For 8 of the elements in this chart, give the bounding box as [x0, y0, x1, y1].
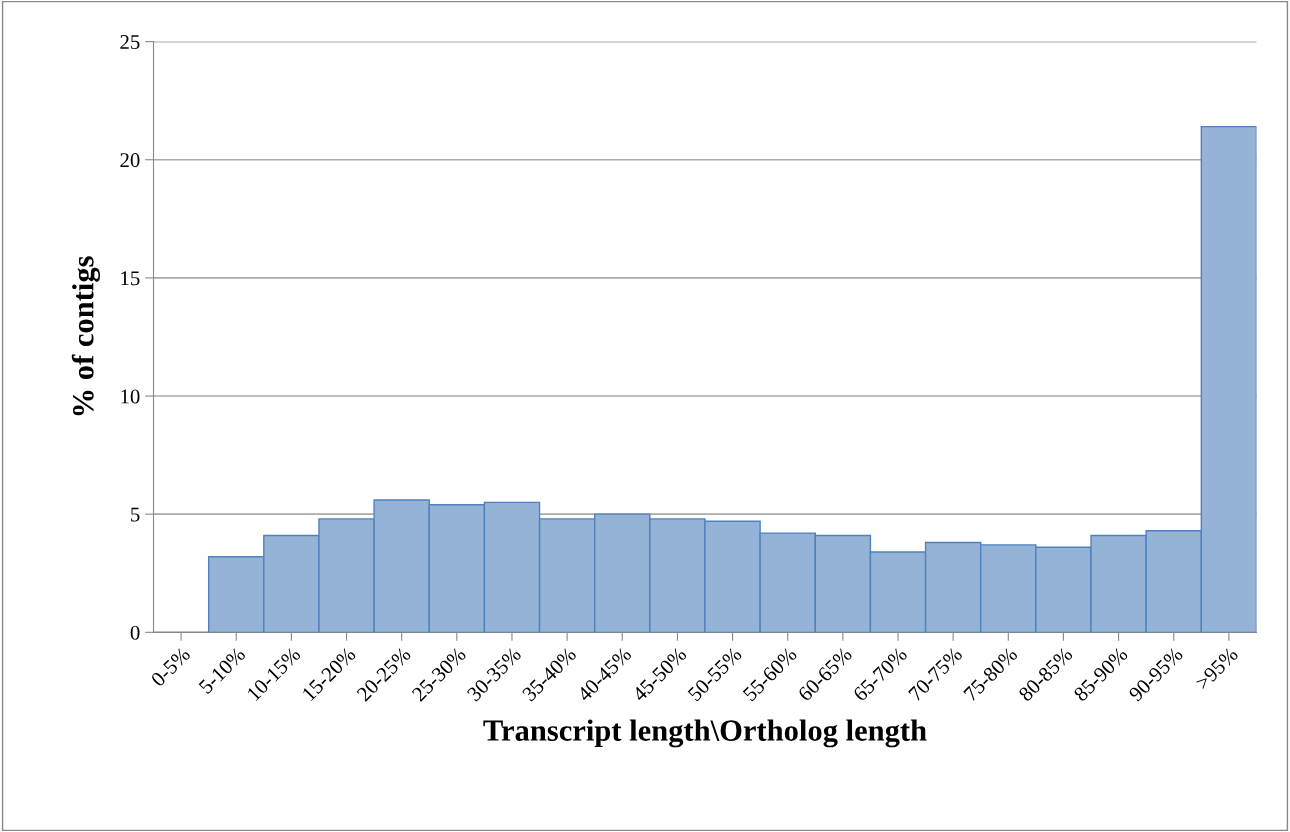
y-tick-label: 20 [120, 153, 140, 168]
y-axis-title: % of contigs [71, 256, 101, 416]
y-tick-label: 15 [121, 271, 140, 286]
x-axis-title: Transcript length\Ortholog length [483, 719, 927, 748]
y-tick-label: 25 [120, 35, 140, 50]
y-tick-label: 5 [131, 507, 140, 522]
y-tick-label: 0 [130, 625, 140, 640]
y-tick-label: 10 [121, 389, 140, 404]
